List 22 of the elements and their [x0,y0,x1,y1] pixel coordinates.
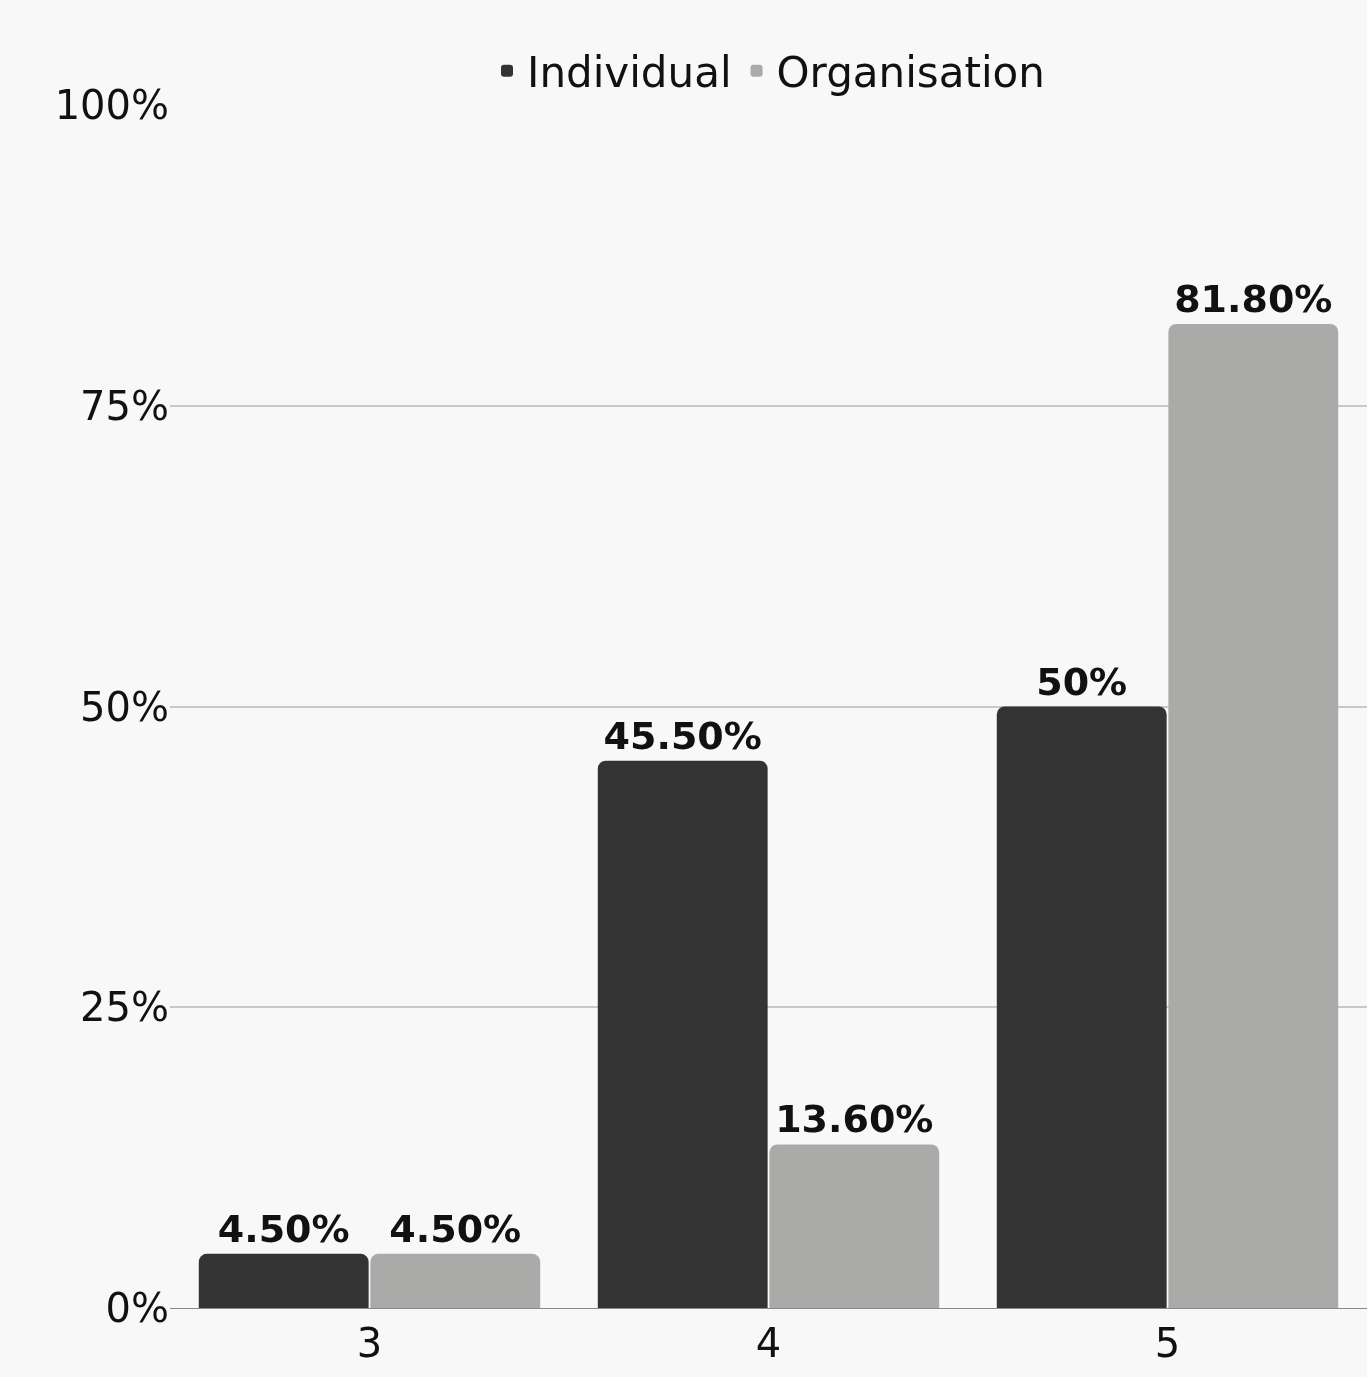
y-tick-label: 0% [105,1285,169,1331]
data-label: 13.60% [775,1097,934,1142]
y-tick-label: 50% [80,683,169,730]
x-tick-label: 5 [1154,1320,1181,1366]
legend-label: Organisation [776,48,1045,98]
bar [370,1253,541,1308]
bar [1168,323,1339,1308]
x-tick-label: 3 [356,1320,383,1366]
bar [198,1253,369,1308]
y-tick-label: 75% [80,382,169,429]
data-label: 45.50% [603,713,762,758]
data-label: 81.80% [1174,276,1333,321]
x-tick-label: 4 [755,1320,782,1366]
y-tick-label: 25% [80,984,169,1031]
bar [996,706,1167,1308]
bar [769,1144,940,1308]
data-label: 50% [1036,659,1128,704]
legend-label: Individual [527,48,732,98]
data-label: 4.50% [389,1206,522,1251]
data-label: 4.50% [217,1206,350,1251]
y-tick-label: 100% [54,82,169,128]
bar [597,760,768,1308]
